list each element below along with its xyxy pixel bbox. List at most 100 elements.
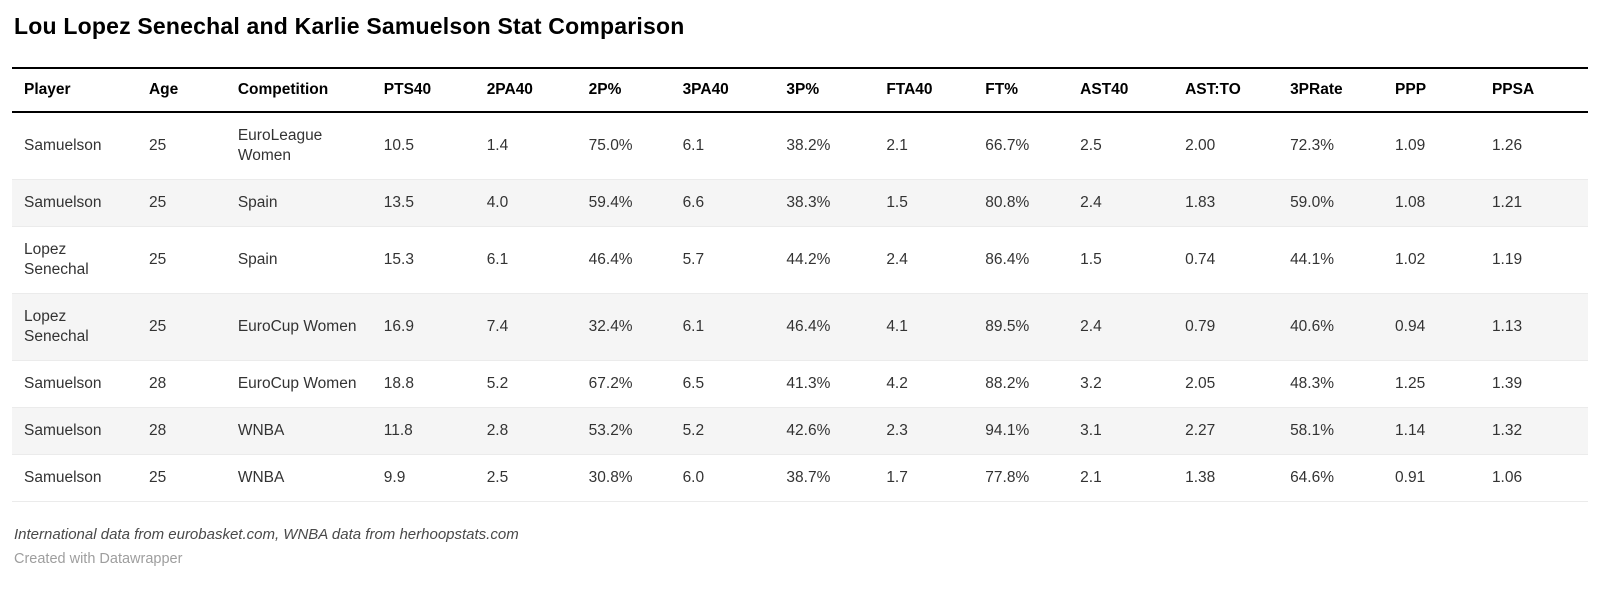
cell: 66.7% — [985, 137, 1030, 154]
cell: 53.2% — [588, 422, 633, 439]
table-header: Player Age Competition PTS40 2PA40 2P% 3PA40 3P… — [12, 68, 1588, 112]
cell: 1.06 — [1491, 469, 1523, 486]
cell: EuroCup Women — [237, 318, 357, 335]
cell: 1.32 — [1491, 422, 1523, 439]
cell: 1.21 — [1491, 194, 1523, 211]
cell: Samuelson — [24, 422, 102, 439]
column-header-ast40: AST40 — [1080, 81, 1129, 98]
column-header-ppsa: PPSA — [1491, 81, 1535, 98]
cell: 58.1% — [1290, 422, 1335, 439]
column-header-player: Player — [24, 81, 71, 98]
cell: 6.6 — [682, 194, 705, 211]
cell: 25 — [148, 318, 167, 335]
cell: 46.4% — [786, 318, 831, 335]
cell: 2.00 — [1185, 137, 1216, 154]
column-header-2pa40: 2PA40 — [486, 81, 533, 98]
column-header-age: Age — [148, 81, 179, 98]
cell: WNBA — [237, 469, 285, 486]
column-header-competition: Competition — [237, 81, 329, 98]
cell: Samuelson — [24, 375, 102, 392]
cell: EuroCup Women — [237, 375, 357, 392]
cell: 48.3% — [1290, 375, 1335, 392]
table-row: Samuelson 28 WNBA 11.8 2.8 53.2% 5.2 42.6% 2.3 94… — [12, 407, 1588, 455]
cell: 1.19 — [1491, 251, 1523, 268]
table-row: Lopez Senechal 25 Spain 15.3 6.1 46.4% 5.7 44.2… — [12, 226, 1588, 294]
column-header-3pa40: 3PA40 — [682, 81, 729, 98]
cell: 25 — [148, 469, 167, 486]
table-footer: International data from eurobasket.com, … — [12, 502, 1588, 567]
cell: 67.2% — [588, 375, 633, 392]
cell: 6.1 — [682, 318, 705, 335]
cell: 2.4 — [886, 251, 908, 268]
column-header-ppp: PPP — [1395, 81, 1427, 98]
stat-table: Player Age Competition PTS40 2PA40 2P% 3PA40 3P… — [12, 67, 1588, 502]
cell: 25 — [148, 194, 167, 211]
cell: 2.1 — [1080, 469, 1102, 486]
cell: 2.8 — [486, 422, 509, 439]
cell: 80.8% — [985, 194, 1030, 211]
cell: 6.1 — [486, 251, 509, 268]
cell: 2.1 — [886, 137, 908, 154]
table-body: Samuelson 25 EuroLeague Women 10.5 1.4 75.0% 6… — [12, 112, 1588, 502]
cell: 11.8 — [383, 422, 413, 439]
cell: 1.5 — [1080, 251, 1102, 268]
cell: 5.2 — [486, 375, 509, 392]
cell: 4.1 — [886, 318, 908, 335]
table-row: Samuelson 28 EuroCup Women 18.8 5.2 67.2% 6.5 4… — [12, 360, 1588, 408]
cell: 18.8 — [383, 375, 414, 392]
cell: 16.9 — [383, 318, 414, 335]
cell: 5.2 — [682, 422, 705, 439]
cell: 6.5 — [682, 375, 705, 392]
cell: 28 — [148, 375, 167, 392]
table-row: Samuelson 25 WNBA 9.9 2.5 30.8% 6.0 38.7% 1.7 77.… — [12, 454, 1588, 502]
cell: 7.4 — [486, 318, 509, 335]
cell: 64.6% — [1290, 469, 1335, 486]
cell: 46.4% — [588, 251, 633, 268]
cell: Samuelson — [24, 137, 102, 154]
cell: 59.4% — [588, 194, 633, 211]
cell: 41.3% — [786, 375, 831, 392]
cell: 15.3 — [383, 251, 414, 268]
cell: 3.1 — [1080, 422, 1102, 439]
cell: 2.4 — [1080, 318, 1102, 335]
header-row: Player Age Competition PTS40 2PA40 2P% 3PA40 3P… — [12, 68, 1588, 112]
cell: 1.02 — [1395, 251, 1426, 268]
column-header-fta40: FTA40 — [886, 81, 933, 98]
cell: 4.0 — [486, 194, 509, 211]
datawrapper-credit-link[interactable]: Created with Datawrapper — [14, 551, 183, 567]
column-header-ast-to: AST:TO — [1185, 81, 1241, 98]
table-row: Samuelson 25 Spain 13.5 4.0 59.4% 6.6 38.3% 1.5 8… — [12, 179, 1588, 227]
data-source-note: International data from eurobasket.com, … — [14, 526, 519, 543]
cell: 88.2% — [985, 375, 1030, 392]
cell: 2.4 — [1080, 194, 1102, 211]
cell: 86.4% — [985, 251, 1030, 268]
cell: Spain — [237, 251, 278, 268]
cell: 10.5 — [383, 137, 414, 154]
cell: 1.83 — [1185, 194, 1216, 211]
cell: 25 — [148, 137, 167, 154]
cell: 6.0 — [682, 469, 705, 486]
cell: 2.5 — [1080, 137, 1102, 154]
cell: 1.13 — [1491, 318, 1523, 335]
cell: Lopez Senechal — [24, 241, 89, 278]
cell: 0.79 — [1185, 318, 1216, 335]
cell: 44.2% — [786, 251, 831, 268]
table-row: Samuelson 25 EuroLeague Women 10.5 1.4 75.0% 6… — [12, 112, 1588, 180]
cell: 1.39 — [1491, 375, 1523, 392]
cell: 1.4 — [486, 137, 509, 154]
column-header-ft-: FT% — [985, 81, 1018, 98]
cell: 2.05 — [1185, 375, 1216, 392]
cell: 38.7% — [786, 469, 831, 486]
cell: 94.1% — [985, 422, 1030, 439]
cell: 1.25 — [1395, 375, 1426, 392]
cell: 3.2 — [1080, 375, 1102, 392]
cell: 38.3% — [786, 194, 831, 211]
column-header-pts40: PTS40 — [383, 81, 432, 98]
cell: 75.0% — [588, 137, 633, 154]
cell: 89.5% — [985, 318, 1030, 335]
cell: 0.74 — [1185, 251, 1216, 268]
column-header-3p-: 3P% — [786, 81, 820, 98]
cell: 40.6% — [1290, 318, 1335, 335]
cell: 1.7 — [886, 469, 908, 486]
cell: 2.5 — [486, 469, 509, 486]
